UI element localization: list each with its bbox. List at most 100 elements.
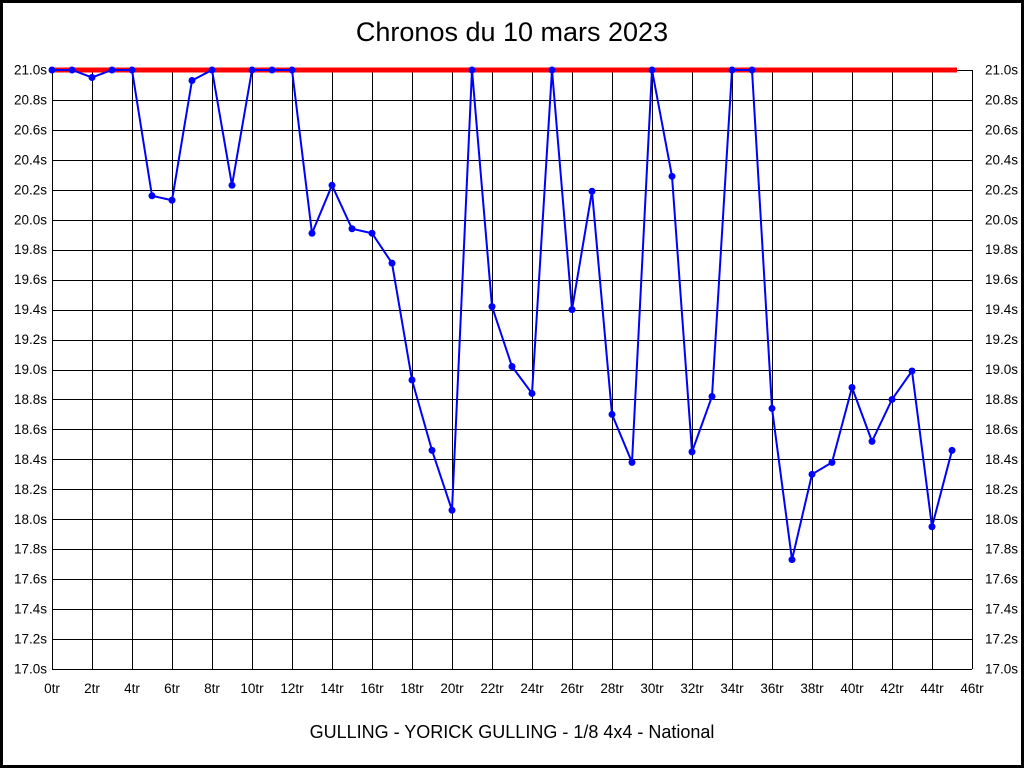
y-tick-label-right: 18.8s xyxy=(985,392,1018,407)
x-tick-label: 40tr xyxy=(840,681,864,696)
data-point-marker xyxy=(628,458,636,466)
chart-canvas: 0tr 2tr 4tr 6tr 8tr 10tr 12tr 14tr 16tr 18tr 20tr 2… xyxy=(14,63,1018,697)
y-tick-label-left: 17.6s xyxy=(14,572,47,587)
data-point-marker xyxy=(448,506,456,514)
y-tick-label-right: 17.0s xyxy=(985,662,1018,677)
data-point-marker xyxy=(548,66,556,74)
data-point-marker xyxy=(128,66,136,74)
x-tick-label: 32tr xyxy=(680,681,704,696)
y-tick-label-right: 17.4s xyxy=(985,602,1018,617)
data-point-marker xyxy=(648,66,656,74)
y-tick-label-right: 17.2s xyxy=(985,632,1018,647)
y-tick-label-left: 20.0s xyxy=(14,212,47,227)
y-tick-label-right: 18.2s xyxy=(985,482,1018,497)
x-tick-label: 46tr xyxy=(960,681,984,696)
y-tick-label-right: 18.0s xyxy=(985,512,1018,527)
data-point-marker xyxy=(668,172,676,180)
data-point-marker xyxy=(68,66,76,74)
y-tick-label-right: 20.2s xyxy=(985,182,1018,197)
x-tick-label: 34tr xyxy=(720,681,744,696)
x-tick-label: 10tr xyxy=(240,681,264,696)
data-point-marker xyxy=(788,556,796,564)
y-tick-label-left: 19.0s xyxy=(14,362,47,377)
y-tick-label-right: 19.0s xyxy=(985,362,1018,377)
data-point-marker xyxy=(348,225,356,233)
data-point-marker xyxy=(368,229,376,237)
y-tick-label-right: 21.0s xyxy=(985,63,1018,78)
y-tick-label-right: 17.6s xyxy=(985,572,1018,587)
data-point-marker xyxy=(688,448,696,456)
x-tick-label: 38tr xyxy=(800,681,824,696)
data-point-marker xyxy=(568,306,576,314)
data-point-marker xyxy=(768,404,776,412)
y-tick-label-left: 19.6s xyxy=(14,272,47,287)
y-tick-label-left: 18.8s xyxy=(14,392,47,407)
data-point-marker xyxy=(188,76,196,84)
data-point-marker xyxy=(748,66,756,74)
data-point-marker xyxy=(528,389,536,397)
data-point-marker xyxy=(848,383,856,391)
data-point-marker xyxy=(208,66,216,74)
y-tick-label-left: 20.6s xyxy=(14,122,47,137)
data-point-marker xyxy=(228,181,236,189)
y-tick-label-left: 20.4s xyxy=(14,152,47,167)
data-point-marker xyxy=(708,392,716,400)
data-point-marker xyxy=(588,187,596,195)
y-tick-label-left: 18.6s xyxy=(14,422,47,437)
y-tick-label-left: 19.2s xyxy=(14,332,47,347)
y-tick-label-left: 17.2s xyxy=(14,632,47,647)
y-tick-label-right: 19.4s xyxy=(985,302,1018,317)
y-tick-label-left: 19.8s xyxy=(14,242,47,257)
data-point-marker xyxy=(608,410,616,418)
x-tick-label: 30tr xyxy=(640,681,664,696)
y-tick-label-left: 17.0s xyxy=(14,662,47,677)
data-point-marker xyxy=(428,446,436,454)
y-tick-label-left: 17.4s xyxy=(14,602,47,617)
y-tick-label-right: 20.4s xyxy=(985,152,1018,167)
data-point-marker xyxy=(328,181,336,189)
data-point-marker xyxy=(268,66,276,74)
x-tick-label: 22tr xyxy=(480,681,504,696)
lap-time-series-line xyxy=(52,69,953,561)
x-tick-label: 28tr xyxy=(600,681,624,696)
y-tick-label-left: 18.0s xyxy=(14,512,47,527)
data-point-marker xyxy=(308,229,316,237)
data-point-marker xyxy=(488,303,496,311)
data-point-marker xyxy=(408,376,416,384)
data-point-marker xyxy=(88,73,96,81)
y-tick-label-right: 19.2s xyxy=(985,332,1018,347)
data-point-marker xyxy=(808,470,816,478)
data-point-marker xyxy=(388,259,396,267)
x-tick-label: 14tr xyxy=(320,681,344,696)
x-tick-label: 36tr xyxy=(760,681,784,696)
x-tick-label: 20tr xyxy=(440,681,464,696)
y-tick-label-right: 18.4s xyxy=(985,452,1018,467)
data-point-marker xyxy=(248,66,256,74)
y-tick-label-right: 17.8s xyxy=(985,542,1018,557)
chart-title: Chronos du 10 mars 2023 xyxy=(355,17,669,47)
y-tick-label-left: 20.8s xyxy=(14,92,47,107)
x-tick-label: 26tr xyxy=(560,681,584,696)
y-tick-label-left: 20.2s xyxy=(14,182,47,197)
y-tick-label-left: 18.4s xyxy=(14,452,47,467)
chart-footer: GULLING - YORICK GULLING - 1/8 4x4 - Nat… xyxy=(309,722,715,742)
y-tick-label-right: 18.6s xyxy=(985,422,1018,437)
x-tick-label: 44tr xyxy=(920,681,944,696)
data-point-marker xyxy=(928,523,936,531)
y-tick-label-right: 19.6s xyxy=(985,272,1018,287)
data-point-marker xyxy=(828,458,836,466)
x-tick-label: 12tr xyxy=(280,681,304,696)
data-point-marker xyxy=(288,66,296,74)
x-tick-label: 6tr xyxy=(164,681,180,696)
y-tick-label-right: 20.6s xyxy=(985,122,1018,137)
data-point-marker xyxy=(148,192,156,200)
x-tick-label: 16tr xyxy=(360,681,384,696)
x-tick-label: 18tr xyxy=(400,681,424,696)
x-tick-label: 2tr xyxy=(84,681,100,696)
data-point-marker xyxy=(868,437,876,445)
y-tick-label-right: 20.0s xyxy=(985,212,1018,227)
data-point-marker xyxy=(728,66,736,74)
data-point-marker xyxy=(48,66,56,74)
data-point-marker xyxy=(108,66,116,74)
